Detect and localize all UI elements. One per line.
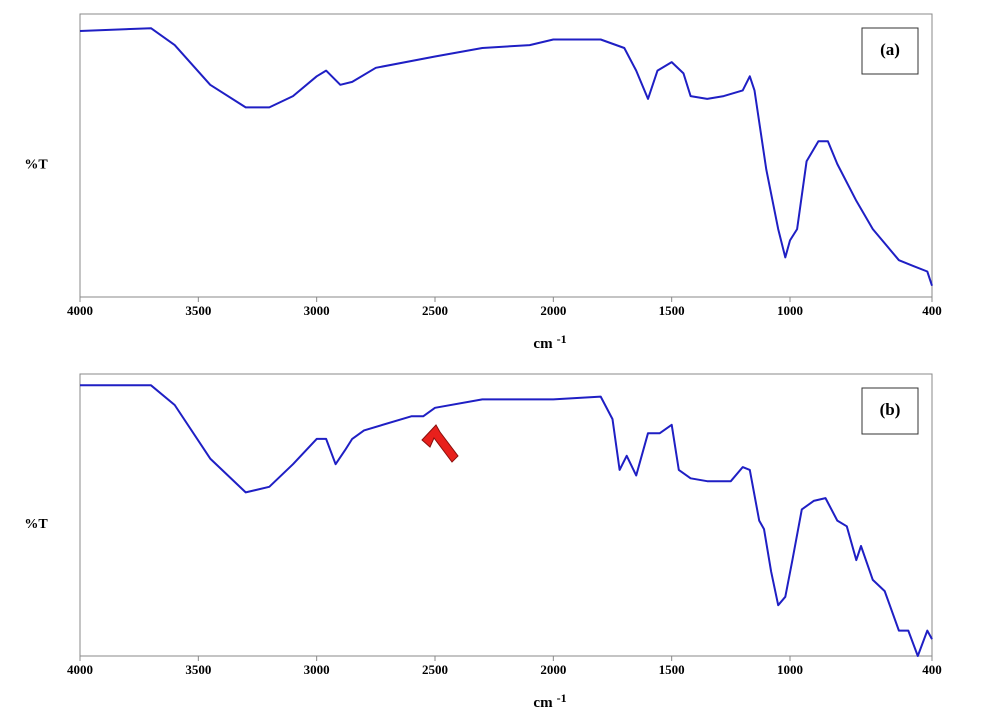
panel-label: (a) (880, 40, 900, 59)
x-axis-label: cm -1 (533, 332, 566, 353)
y-axis-label: %T (24, 158, 48, 173)
x-axis-label-exponent: -1 (557, 691, 567, 705)
x-tick-label: 2500 (422, 662, 448, 677)
spectrum-line (80, 384, 933, 657)
x-tick-label: 4000 (67, 662, 93, 677)
panel-label-box (861, 387, 919, 435)
x-tick-label: 2500 (422, 303, 448, 318)
x-tick-label: 3500 (185, 662, 211, 677)
spectrum-line (79, 27, 933, 287)
x-tick-label: 3000 (304, 303, 330, 318)
panel-label: (b) (880, 400, 901, 419)
y-axis-label: %T (24, 517, 48, 532)
x-tick-label: 3500 (185, 303, 211, 318)
panel-label-box (861, 27, 919, 75)
x-axis-label-unit: cm (533, 695, 553, 711)
x-axis-label-exponent: -1 (557, 332, 567, 346)
x-tick-label: 1000 (777, 303, 803, 318)
x-tick-label: 3000 (304, 662, 330, 677)
x-tick-label: 2000 (540, 303, 566, 318)
plot-frame (79, 373, 933, 657)
x-tick-label: 2000 (540, 662, 566, 677)
annotation-arrow (421, 424, 459, 463)
x-tick-label: 1500 (659, 303, 685, 318)
x-axis-label: cm -1 (533, 691, 566, 712)
x-tick-label: 1000 (777, 662, 803, 677)
x-tick-label: 1500 (659, 662, 685, 677)
plot-frame (79, 13, 933, 298)
x-tick-label: 400 (922, 662, 942, 677)
x-axis-label-unit: cm (533, 336, 553, 352)
x-tick-label: 4000 (67, 303, 93, 318)
x-tick-label: 400 (922, 303, 942, 318)
